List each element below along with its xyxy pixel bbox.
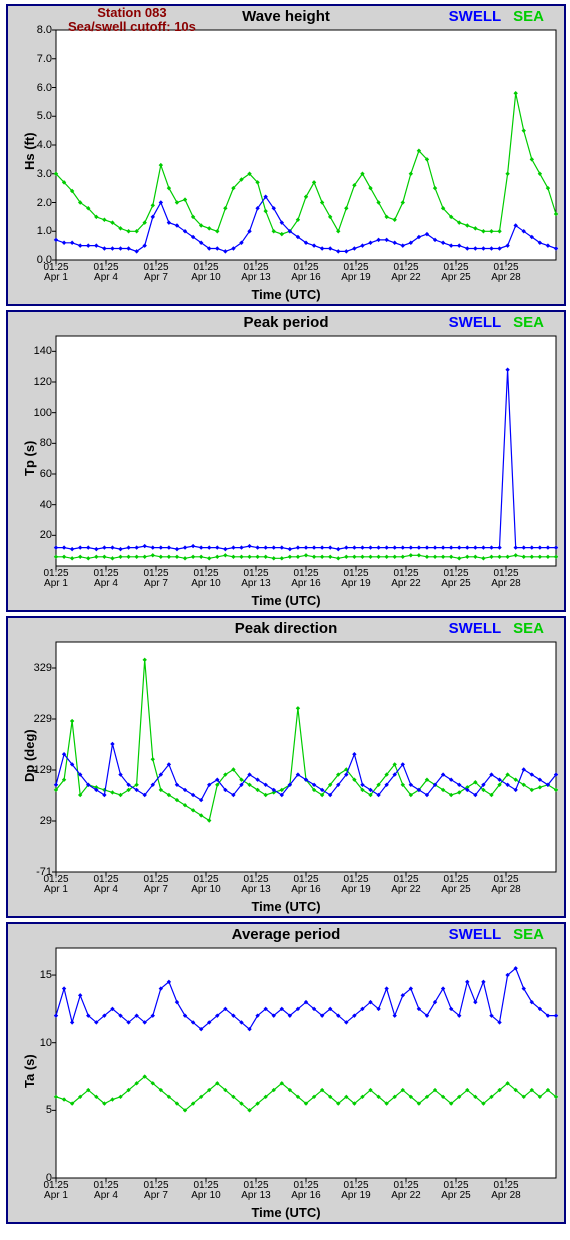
x-tick-label: 01:25Apr 16 (286, 1181, 326, 1201)
x-tick-label: 01:25Apr 10 (186, 263, 226, 283)
chart-panel-wave-height: Wave heightSWELLSEAStation 083Sea/swell … (6, 4, 566, 306)
chart-panel-peak-direction: Peak directionSWELLSEADp (deg)Time (UTC)… (6, 616, 566, 918)
y-tick-label: 8.0 (24, 24, 52, 36)
legend-sea: SEA (513, 620, 544, 637)
y-tick-label: 229 (24, 713, 52, 725)
x-tick-label: 01:25Apr 25 (436, 1181, 476, 1201)
station-label: Station 083Sea/swell cutoff: 10s (68, 6, 196, 35)
y-axis-label: Ta (s) (22, 1054, 37, 1088)
y-tick-label: 129 (24, 764, 52, 776)
x-tick-label: 01:25Apr 19 (336, 875, 376, 895)
series-swell (54, 966, 558, 1031)
x-tick-label: 01:25Apr 25 (436, 875, 476, 895)
chart-svg (8, 618, 564, 916)
x-tick-label: 01:25Apr 25 (436, 569, 476, 589)
y-tick-label: 15 (24, 969, 52, 981)
legend-swell: SWELL (449, 620, 502, 637)
x-tick-label: 01:25Apr 1 (36, 569, 76, 589)
x-tick-label: 01:25Apr 13 (236, 1181, 276, 1201)
y-tick-label: 1.0 (24, 225, 52, 237)
x-tick-label: 01:25Apr 4 (86, 1181, 126, 1201)
x-tick-label: 01:25Apr 10 (186, 875, 226, 895)
x-tick-label: 01:25Apr 1 (36, 1181, 76, 1201)
y-tick-label: 2.0 (24, 197, 52, 209)
x-tick-label: 01:25Apr 1 (36, 263, 76, 283)
legend-sea: SEA (513, 926, 544, 943)
series-sea (54, 91, 558, 236)
y-tick-label: 5 (24, 1104, 52, 1116)
x-tick-label: 01:25Apr 28 (486, 875, 526, 895)
charts-container: Wave heightSWELLSEAStation 083Sea/swell … (0, 4, 570, 1224)
y-tick-label: 100 (24, 407, 52, 419)
x-tick-label: 01:25Apr 7 (136, 1181, 176, 1201)
legend-swell: SWELL (449, 314, 502, 331)
legend-swell: SWELL (449, 8, 502, 25)
legend-sea: SEA (513, 314, 544, 331)
legend-swell: SWELL (449, 926, 502, 943)
x-tick-label: 01:25Apr 19 (336, 263, 376, 283)
y-tick-label: 80 (24, 437, 52, 449)
x-tick-label: 01:25Apr 4 (86, 263, 126, 283)
legend: SWELL SEA (449, 314, 544, 331)
y-tick-label: 10 (24, 1037, 52, 1049)
x-tick-label: 01:25Apr 7 (136, 569, 176, 589)
y-tick-label: 60 (24, 468, 52, 480)
chart-svg (8, 312, 564, 610)
x-tick-label: 01:25Apr 22 (386, 263, 426, 283)
y-tick-label: 7.0 (24, 53, 52, 65)
station-name: Station 083 (68, 6, 196, 20)
x-tick-label: 01:25Apr 19 (336, 569, 376, 589)
x-tick-label: 01:25Apr 28 (486, 569, 526, 589)
x-tick-label: 01:25Apr 13 (236, 263, 276, 283)
chart-panel-peak-period: Peak periodSWELLSEATp (s)Time (UTC)20406… (6, 310, 566, 612)
x-tick-label: 01:25Apr 4 (86, 875, 126, 895)
legend-sea: SEA (513, 8, 544, 25)
x-tick-label: 01:25Apr 16 (286, 875, 326, 895)
x-tick-label: 01:25Apr 7 (136, 875, 176, 895)
y-tick-label: 120 (24, 376, 52, 388)
y-tick-label: 4.0 (24, 139, 52, 151)
y-tick-label: 3.0 (24, 168, 52, 180)
y-tick-label: 6.0 (24, 82, 52, 94)
x-tick-label: 01:25Apr 19 (336, 1181, 376, 1201)
series-swell (54, 742, 558, 802)
x-tick-label: 01:25Apr 28 (486, 1181, 526, 1201)
x-tick-label: 01:25Apr 13 (236, 875, 276, 895)
y-tick-label: 5.0 (24, 110, 52, 122)
y-tick-label: 329 (24, 662, 52, 674)
series-sea (54, 1074, 558, 1112)
x-axis-label: Time (UTC) (8, 899, 564, 914)
x-tick-label: 01:25Apr 22 (386, 1181, 426, 1201)
legend: SWELL SEA (449, 620, 544, 637)
series-swell (54, 368, 558, 552)
x-tick-label: 01:25Apr 16 (286, 263, 326, 283)
x-tick-label: 01:25Apr 4 (86, 569, 126, 589)
x-tick-label: 01:25Apr 13 (236, 569, 276, 589)
series-sea (54, 658, 558, 823)
x-axis-label: Time (UTC) (8, 287, 564, 302)
y-tick-label: 20 (24, 529, 52, 541)
x-tick-label: 01:25Apr 16 (286, 569, 326, 589)
x-tick-label: 01:25Apr 25 (436, 263, 476, 283)
x-tick-label: 01:25Apr 10 (186, 1181, 226, 1201)
x-tick-label: 01:25Apr 22 (386, 875, 426, 895)
x-tick-label: 01:25Apr 1 (36, 875, 76, 895)
chart-panel-average-period: Average periodSWELLSEATa (s)Time (UTC)05… (6, 922, 566, 1224)
y-tick-label: 140 (24, 345, 52, 357)
series-sea (54, 553, 558, 560)
x-axis-label: Time (UTC) (8, 1205, 564, 1220)
legend: SWELL SEA (449, 926, 544, 943)
station-cutoff: Sea/swell cutoff: 10s (68, 20, 196, 34)
x-tick-label: 01:25Apr 28 (486, 263, 526, 283)
x-tick-label: 01:25Apr 22 (386, 569, 426, 589)
legend: SWELL SEA (449, 8, 544, 25)
chart-svg (8, 924, 564, 1222)
chart-svg (8, 6, 564, 304)
x-tick-label: 01:25Apr 10 (186, 569, 226, 589)
y-tick-label: 40 (24, 499, 52, 511)
x-axis-label: Time (UTC) (8, 593, 564, 608)
series-swell (54, 195, 558, 254)
y-tick-label: 29 (24, 815, 52, 827)
x-tick-label: 01:25Apr 7 (136, 263, 176, 283)
